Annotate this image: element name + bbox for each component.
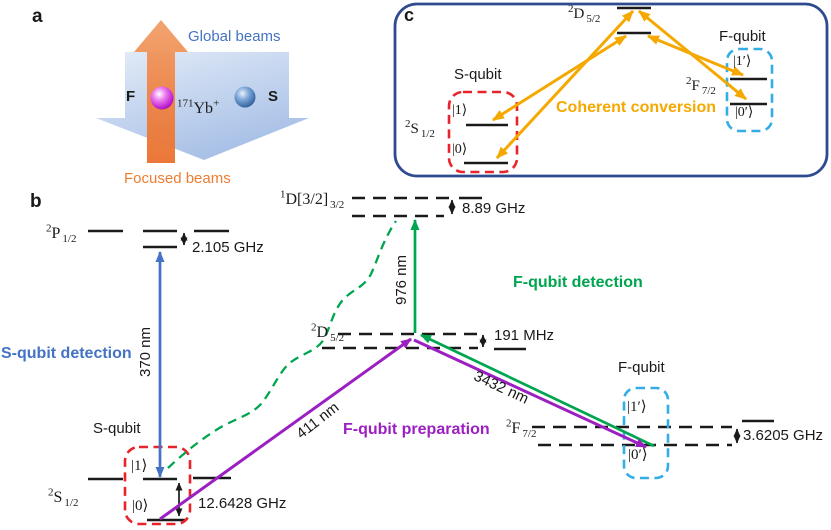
s-qubit-title-c: S-qubit: [454, 66, 502, 83]
level-label-d52: 2D 5/2: [311, 321, 345, 345]
transition-411nm-arrow: [159, 337, 412, 521]
f72-levels: [532, 419, 774, 447]
splitting-value-s12: 12.6428 GHz: [198, 495, 287, 512]
s-qubit-title-b: S-qubit: [93, 420, 141, 437]
splitting-value-d32: 8.89 GHz: [462, 200, 526, 217]
conversion-arrow-d-lower-to-ket1: [492, 34, 627, 122]
p12-levels: [88, 229, 229, 249]
conversion-arrows: [492, 9, 747, 160]
splitting-arrows: [175, 199, 741, 517]
coherent-conversion-label: Coherent conversion: [556, 99, 717, 116]
level-label-s12-c: 2S 1/2: [405, 118, 435, 140]
annotation-f-qubit-preparation: F-qubit preparation: [343, 421, 490, 438]
splitting-value-p12: 2.105 GHz: [192, 239, 264, 256]
annotation-f-qubit-detection: F-qubit detection: [513, 274, 643, 291]
f-qubit-title-c: F-qubit: [719, 28, 766, 45]
f-qubit-ket0-b: |0′⟩: [628, 447, 648, 463]
decay-path-wavy-line: [167, 220, 397, 469]
coherent-conversion-panel: [393, 2, 829, 178]
species-label: 171Yb+: [177, 97, 220, 117]
panel-c-border: [393, 2, 829, 178]
level-label-f72: 2F 7/2: [506, 417, 537, 441]
energy-level-diagram-b: [88, 196, 774, 526]
splitting-value-d52: 191 MHz: [494, 327, 555, 344]
level-label-f72-c: 2F 7/2: [686, 75, 716, 97]
s-ion-label: S: [268, 88, 279, 105]
annotation-s-qubit-detection: S-qubit detection: [1, 345, 132, 362]
s-qubit-ket0-c: |0⟩: [452, 142, 468, 157]
d32-levels: [352, 196, 482, 218]
level-label-d52-c: 2D 5/2: [568, 3, 601, 25]
f-qubit-ket0-c: |0′⟩: [735, 105, 754, 120]
transition-3432nm-arrow: [420, 333, 655, 448]
panel-a-label: a: [32, 6, 43, 27]
conversion-arrow-d-upper-to-ket0: [495, 9, 635, 160]
s12-levels: [88, 476, 231, 522]
ion-trap-illustration: [96, 20, 309, 163]
f-qubit-title-b: F-qubit: [618, 359, 665, 376]
d52-levels: [322, 332, 526, 351]
level-label-p12: 2P 1/2: [46, 222, 77, 246]
conversion-arrow-d-lower-to-ket1p: [646, 34, 745, 77]
s-qubit-ket1-c: |1⟩: [452, 103, 468, 118]
s-qubit-ket0-b: |0⟩: [132, 498, 149, 514]
f-qubit-ket1-b: |1′⟩: [627, 399, 647, 415]
level-label-s12: 2S 1/2: [48, 486, 79, 510]
f-qubit-ket1-c: |1′⟩: [733, 54, 752, 69]
transition-label-370nm: 370 nm: [137, 326, 155, 378]
global-beams-label: Global beams: [188, 28, 281, 45]
panel-c-label: c: [404, 5, 415, 25]
s-ion-sphere: [234, 86, 256, 108]
panel-b-label: b: [30, 191, 42, 212]
splitting-value-f72: 3.6205 GHz: [743, 427, 824, 444]
f-qubit-preparation-arrow: [413, 338, 647, 449]
s-qubit-ket1-b: |1⟩: [131, 458, 148, 474]
level-label-d32: 1D[3/2] 3/2: [280, 188, 345, 212]
focused-beams-label: Focused beams: [124, 170, 231, 187]
transition-label-976nm: 976 nm: [393, 254, 411, 306]
f-ion-label: F: [126, 88, 136, 105]
f-ion-sphere: [150, 86, 174, 110]
